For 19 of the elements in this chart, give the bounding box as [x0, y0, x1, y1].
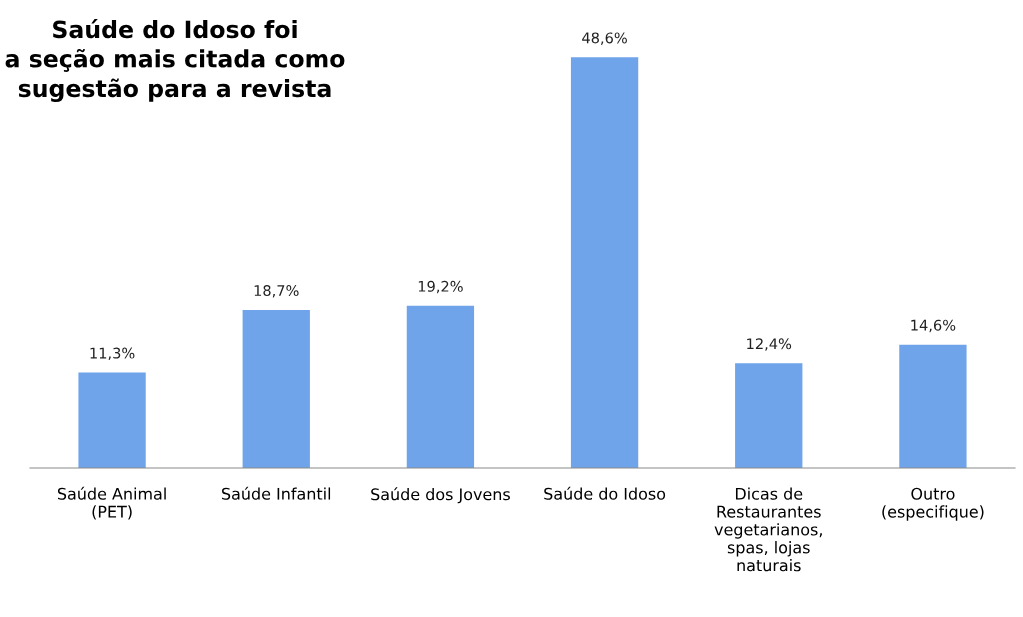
bar — [78, 372, 146, 468]
x-tick-label: Dicas de Restaurantes vegetarianos, spas, lojas naturais — [714, 487, 822, 572]
x-tick-label: Saúde Animal (PET) — [57, 486, 166, 520]
data-label: 19,2% — [418, 280, 463, 294]
bar — [242, 309, 310, 468]
data-label: 18,7% — [254, 285, 299, 298]
data-label: 14,6% — [911, 319, 956, 333]
bar — [735, 363, 803, 468]
x-tick-label: Saúde dos Jovens — [371, 487, 510, 504]
chart-title: Saúde do Idoso foi a seção mais citada como sugestão para a revista — [5, 19, 345, 103]
data-label: 12,4% — [747, 338, 792, 351]
x-tick-label: Saúde do Idoso — [544, 486, 666, 500]
x-tick-label: Outro (especifique) — [882, 487, 984, 521]
x-tick-label: Saúde Infantil — [222, 486, 331, 500]
data-label: 11,3% — [90, 347, 135, 361]
bar — [899, 344, 967, 468]
bar — [570, 57, 639, 468]
data-label: 48,6% — [582, 32, 627, 45]
bar — [406, 305, 475, 468]
